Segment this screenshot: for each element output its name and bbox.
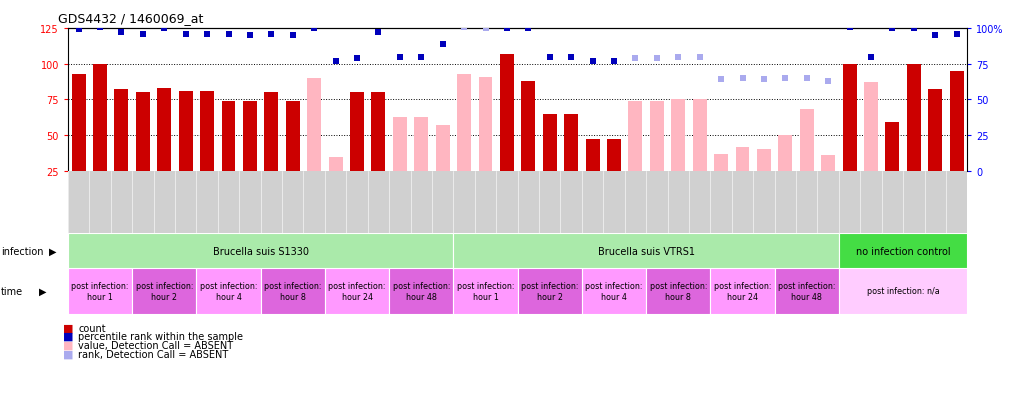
Bar (114, 90, 129, 171)
Text: no infection control: no infection control (856, 246, 950, 256)
Bar (543, 114, 557, 171)
Text: value, Detection Call = ABSENT: value, Detection Call = ABSENT (78, 340, 233, 350)
Text: ■: ■ (63, 323, 73, 333)
Bar (136, 93, 150, 171)
Bar (393, 117, 407, 171)
Text: rank, Detection Call = ABSENT: rank, Detection Call = ABSENT (78, 349, 228, 359)
Bar (885, 123, 900, 171)
Text: time: time (1, 286, 23, 296)
Text: post infection:
hour 48: post infection: hour 48 (778, 282, 836, 301)
Text: post infection:
hour 48: post infection: hour 48 (392, 282, 450, 301)
Text: percentile rank within the sample: percentile rank within the sample (78, 331, 243, 341)
Bar (436, 126, 450, 171)
Bar (72, 74, 85, 171)
Text: post infection: n/a: post infection: n/a (867, 287, 939, 296)
Bar (757, 150, 771, 171)
Bar (68, 268, 132, 314)
Bar (628, 102, 642, 171)
Text: post infection:
hour 24: post infection: hour 24 (328, 282, 386, 301)
Bar (372, 93, 385, 171)
Text: post infection:
hour 8: post infection: hour 8 (264, 282, 321, 301)
Text: post infection:
hour 4: post infection: hour 4 (200, 282, 257, 301)
Bar (307, 79, 321, 171)
Bar (650, 102, 664, 171)
Bar (907, 64, 921, 171)
Bar (243, 102, 257, 171)
Bar (260, 268, 325, 314)
Bar (132, 268, 197, 314)
Text: ▶: ▶ (49, 246, 56, 256)
Bar (197, 268, 260, 314)
Bar (522, 82, 535, 171)
Text: ▶: ▶ (38, 286, 46, 296)
Bar (864, 83, 878, 171)
Text: post infection:
hour 24: post infection: hour 24 (714, 282, 771, 301)
Bar (822, 156, 835, 171)
Bar (693, 100, 707, 171)
Text: Brucella suis S1330: Brucella suis S1330 (213, 246, 309, 256)
Bar (607, 140, 621, 171)
Bar (564, 114, 578, 171)
Bar (201, 92, 214, 171)
Text: infection: infection (1, 246, 44, 256)
Bar (457, 74, 471, 171)
Bar (328, 157, 342, 171)
Text: ■: ■ (63, 331, 73, 341)
Bar (350, 93, 364, 171)
Text: post infection:
hour 2: post infection: hour 2 (521, 282, 578, 301)
Text: Brucella suis VTRS1: Brucella suis VTRS1 (598, 246, 695, 256)
Bar (735, 147, 750, 171)
Bar (222, 102, 235, 171)
Bar (778, 136, 792, 171)
Bar (389, 268, 454, 314)
Bar (775, 268, 839, 314)
Text: count: count (78, 323, 105, 333)
Bar (264, 93, 279, 171)
Text: post infection:
hour 2: post infection: hour 2 (136, 282, 193, 301)
Bar (646, 268, 710, 314)
Text: post infection:
hour 4: post infection: hour 4 (586, 282, 643, 301)
Bar (586, 140, 600, 171)
Bar (325, 268, 389, 314)
Bar (928, 90, 942, 171)
Bar (500, 55, 514, 171)
Bar (950, 71, 963, 171)
Text: GDS4432 / 1460069_at: GDS4432 / 1460069_at (58, 12, 204, 25)
Bar (414, 117, 428, 171)
Bar (839, 268, 967, 314)
Bar (843, 64, 857, 171)
Bar (800, 110, 813, 171)
Bar (839, 233, 967, 268)
Text: post infection:
hour 8: post infection: hour 8 (649, 282, 707, 301)
Bar (710, 268, 775, 314)
Bar (672, 100, 685, 171)
Text: ■: ■ (63, 349, 73, 359)
Bar (93, 64, 107, 171)
Bar (518, 268, 581, 314)
Bar (178, 92, 192, 171)
Bar (68, 233, 454, 268)
Bar (581, 268, 646, 314)
Bar (454, 233, 839, 268)
Bar (478, 77, 492, 171)
Text: post infection:
hour 1: post infection: hour 1 (71, 282, 129, 301)
Bar (714, 154, 728, 171)
Bar (286, 102, 300, 171)
Bar (454, 268, 518, 314)
Text: ■: ■ (63, 340, 73, 350)
Bar (157, 89, 171, 171)
Text: post infection:
hour 1: post infection: hour 1 (457, 282, 515, 301)
